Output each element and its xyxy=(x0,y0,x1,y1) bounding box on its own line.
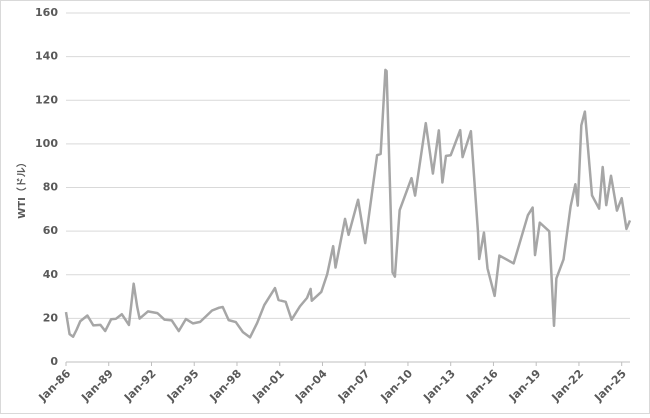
y-tick-label: 0 xyxy=(50,355,58,368)
y-tick-label: 120 xyxy=(35,93,58,106)
line-series xyxy=(64,68,632,339)
y-tick-label: 80 xyxy=(43,181,59,194)
y-tick-label: 60 xyxy=(43,224,59,237)
y-tick-label: 160 xyxy=(35,6,58,19)
y-axis-label: WTI（ドル） xyxy=(15,157,28,219)
y-tick-label: 20 xyxy=(43,311,59,324)
y-tick-label: 40 xyxy=(43,268,59,281)
y-tick-label: 100 xyxy=(35,137,58,150)
y-tick-label: 140 xyxy=(35,50,58,63)
